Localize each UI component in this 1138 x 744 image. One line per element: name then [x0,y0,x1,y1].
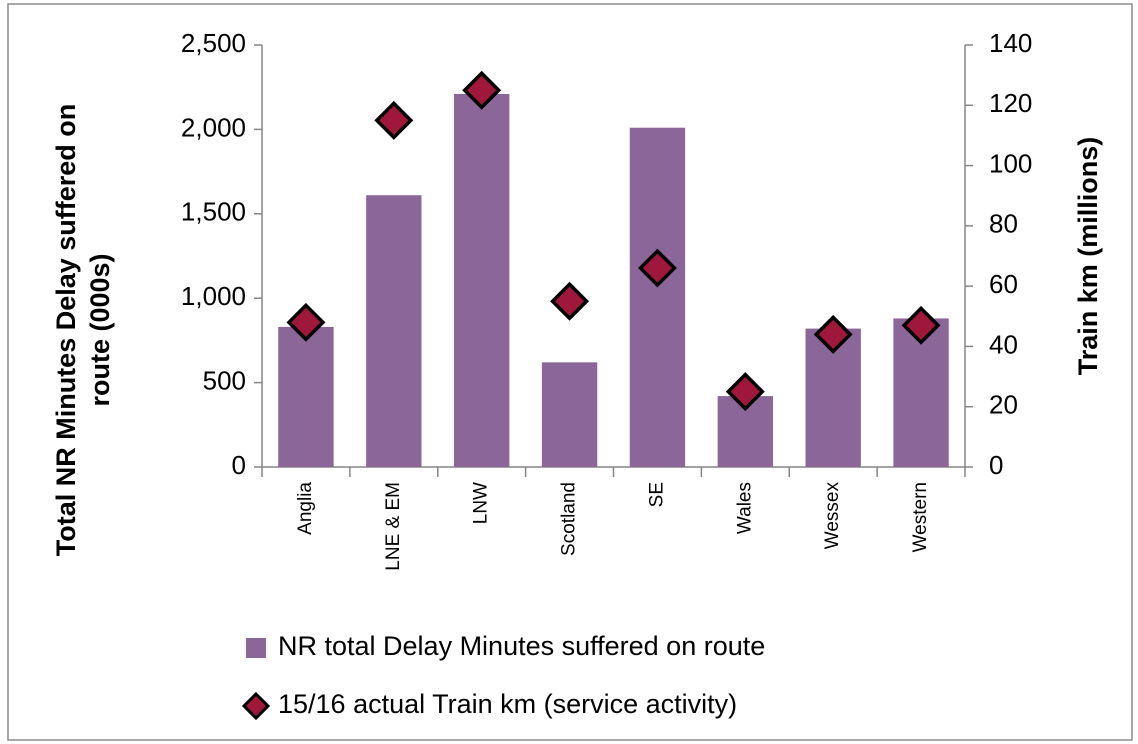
x-tick-label: Wessex [822,482,843,550]
x-tick-label: Wales [734,482,755,534]
x-tick-label: LNE & EM [383,482,404,571]
y-axis-title: Total NR Minutes Delay suffered on [51,104,81,557]
legend-swatch [246,638,266,658]
legend-label: 15/16 actual Train km (service activity) [278,689,737,719]
y-tick-label: 0 [232,450,246,480]
x-tick-label: SE [646,482,667,507]
bar [454,93,510,468]
bar [541,362,598,467]
y2-tick-label: 100 [989,148,1032,178]
y2-tick-label: 140 [989,28,1032,58]
x-tick-label: Western [910,482,931,552]
y2-tick-label: 40 [989,329,1018,359]
y-tick-label: 2,000 [181,112,246,142]
y2-tick-label: 60 [989,269,1018,299]
marker [813,314,853,354]
y-tick-label: 1,500 [181,197,246,227]
marker [374,100,414,140]
marker [286,302,326,342]
marker [901,305,941,345]
y-tick-label: 500 [203,365,246,395]
legend-label: NR total Delay Minutes suffered on route [278,631,765,661]
marker [462,70,502,110]
y2-tick-label: 80 [989,209,1018,239]
y-tick-label: 2,500 [181,28,246,58]
y2-tick-label: 120 [989,88,1032,118]
bar [366,195,422,467]
bar [278,326,334,467]
x-tick-label: Scotland [559,482,580,556]
y-axis-title: route (000s) [85,253,115,406]
marker [550,281,590,321]
x-tick-label: Anglia [295,482,316,535]
marker [637,248,677,288]
bar [629,127,686,467]
y2-tick-label: 0 [989,450,1003,480]
x-tick-label: LNW [471,482,492,524]
y-tick-label: 1,000 [181,281,246,311]
y2-tick-label: 20 [989,390,1018,420]
legend-swatch [241,691,271,721]
y2-axis-title: Train km (millions) [1073,137,1103,376]
marker [725,372,765,412]
